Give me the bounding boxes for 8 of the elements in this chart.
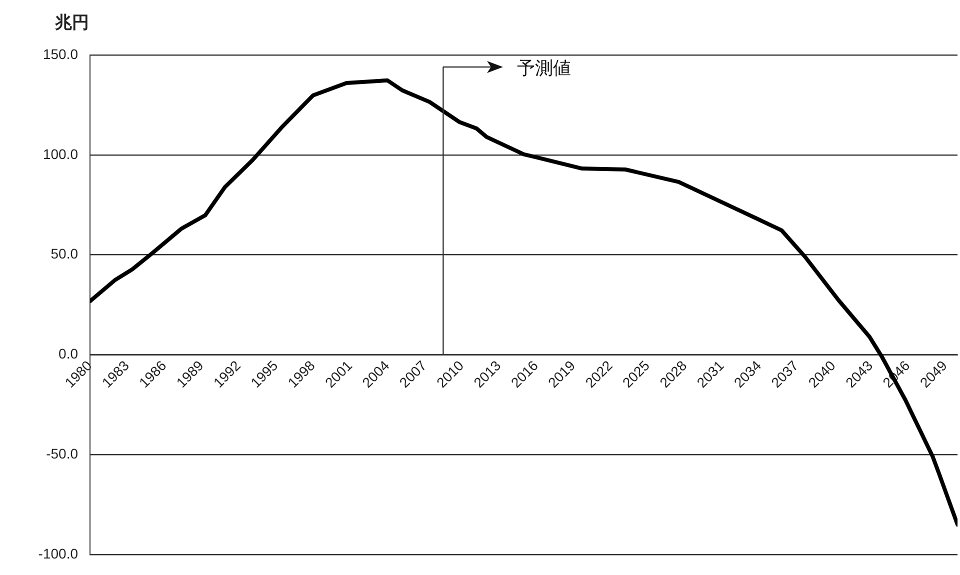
y-tick-label: -100.0 bbox=[38, 545, 78, 562]
y-axis-title: 兆円 bbox=[54, 13, 89, 32]
y-tick-label: 0.0 bbox=[58, 346, 78, 362]
y-tick-label: 50.0 bbox=[50, 246, 78, 262]
y-tick-label: 150.0 bbox=[42, 46, 78, 62]
y-tick-label: -50.0 bbox=[46, 446, 78, 462]
ref-line-label: 予測値 bbox=[517, 58, 572, 78]
y-tick-label: 100.0 bbox=[42, 146, 78, 162]
